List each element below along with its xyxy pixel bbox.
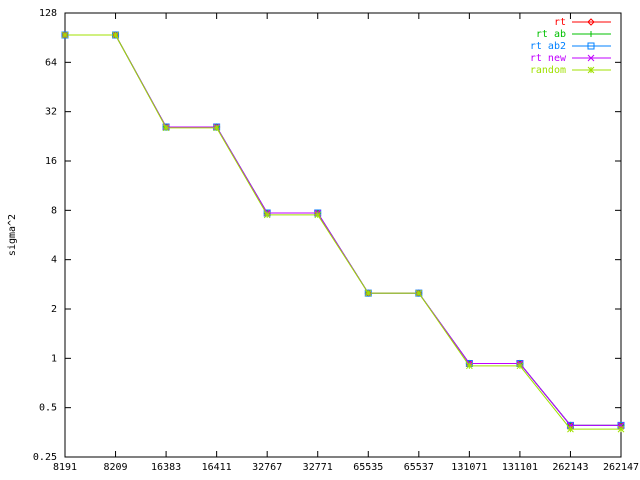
x-tick-label: 65535 [353,462,383,473]
x-tick-label: 65537 [404,462,434,473]
marker [314,211,322,219]
marker [364,289,372,297]
marker [587,66,595,74]
x-tick-label: 131071 [451,462,487,473]
x-tick-label: 8209 [103,462,127,473]
x-tick-label: 131101 [502,462,538,473]
marker [314,209,322,217]
x-tick-label: 8191 [53,462,77,473]
legend-label: rt [554,17,566,28]
legend-label: rt new [530,53,567,64]
y-tick-label: 2 [51,304,57,315]
marker [263,209,271,217]
marker [466,362,473,370]
y-tick-label: 0.25 [33,452,57,463]
marker [567,425,574,433]
marker [587,18,595,26]
marker [588,31,594,37]
marker [617,425,625,433]
x-tick-label: 16411 [202,462,232,473]
y-tick-label: 32 [45,107,57,118]
y-tick-label: 8 [51,205,57,216]
x-tick-label: 262143 [552,462,588,473]
x-tick-label: 32771 [303,462,333,473]
y-tick-label: 1 [51,353,57,364]
x-tick-label: 16383 [151,462,181,473]
legend-label: rt ab2 [530,41,566,52]
marker [587,54,595,62]
plot-border [64,12,622,458]
y-tick-label: 64 [45,57,57,68]
y-tick-label: 0.5 [39,403,57,414]
marker [587,42,595,50]
y-axis-label: sigma^2 [7,214,18,256]
y-tick-label: 4 [51,255,57,266]
x-tick-label: 262147 [603,462,639,473]
marker [213,124,220,132]
legend-label: random [530,65,566,76]
marker [162,124,170,132]
x-tick-label: 32767 [252,462,282,473]
marker [263,211,271,219]
marker [516,362,524,370]
marker [112,31,119,39]
y-tick-label: 16 [45,156,57,167]
series-line [65,34,621,430]
y-tick-label: 128 [39,8,57,19]
marker [415,289,423,297]
marker [61,31,69,39]
marker [364,289,372,297]
legend-label: rt ab [536,29,566,40]
